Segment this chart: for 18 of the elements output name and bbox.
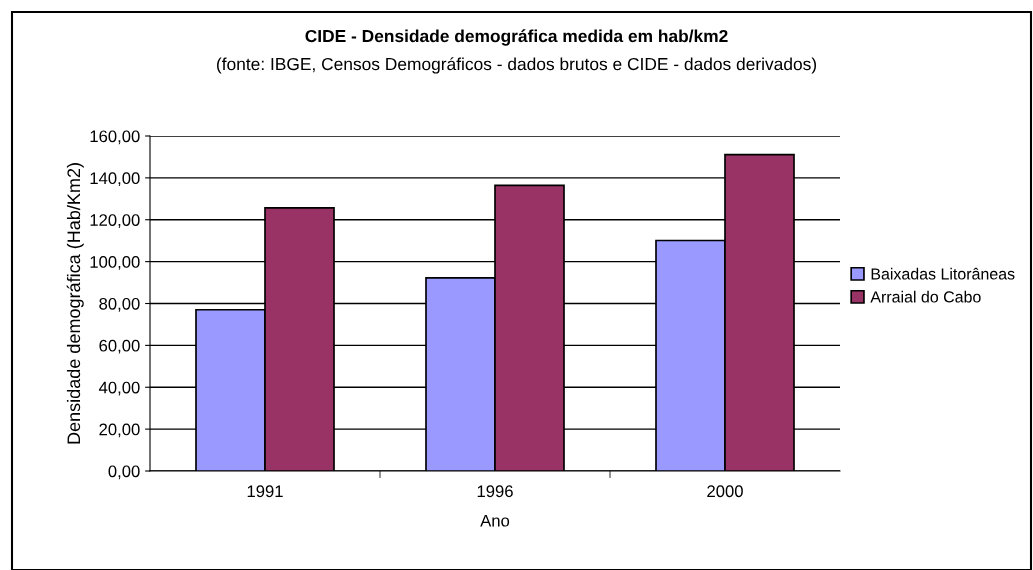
x-axis-title: Ano <box>480 514 510 527</box>
y-tick-label: 60,00 <box>99 339 140 354</box>
chart-title: CIDE - Densidade demográfica medida em hab/km2 <box>305 29 728 46</box>
x-tick-label: 1991 <box>247 485 283 498</box>
y-tick-label: 0,00 <box>108 465 140 480</box>
y-tick-label: 140,00 <box>90 172 140 187</box>
legend-label: Baixadas Litorâneas <box>871 267 1015 280</box>
y-tick-label: 160,00 <box>90 130 140 145</box>
y-tick-label: 20,00 <box>99 423 140 438</box>
y-axis-title: Densidade demográfica (Hab/Km2) <box>66 163 84 444</box>
legend-label: Arraial do Cabo <box>870 290 981 303</box>
x-tick-label: 2000 <box>707 485 743 498</box>
y-tick-label: 100,00 <box>90 256 140 270</box>
y-tick-label: 120,00 <box>90 214 140 228</box>
y-tick-label: 40,00 <box>98 381 140 396</box>
chart-subtitle: (fonte: IBGE, Censos Demográficos - dados brutos e CIDE - dados derivados) <box>217 57 817 74</box>
y-tick-label: 80,00 <box>99 297 140 312</box>
x-tick-label: 1996 <box>477 485 513 498</box>
